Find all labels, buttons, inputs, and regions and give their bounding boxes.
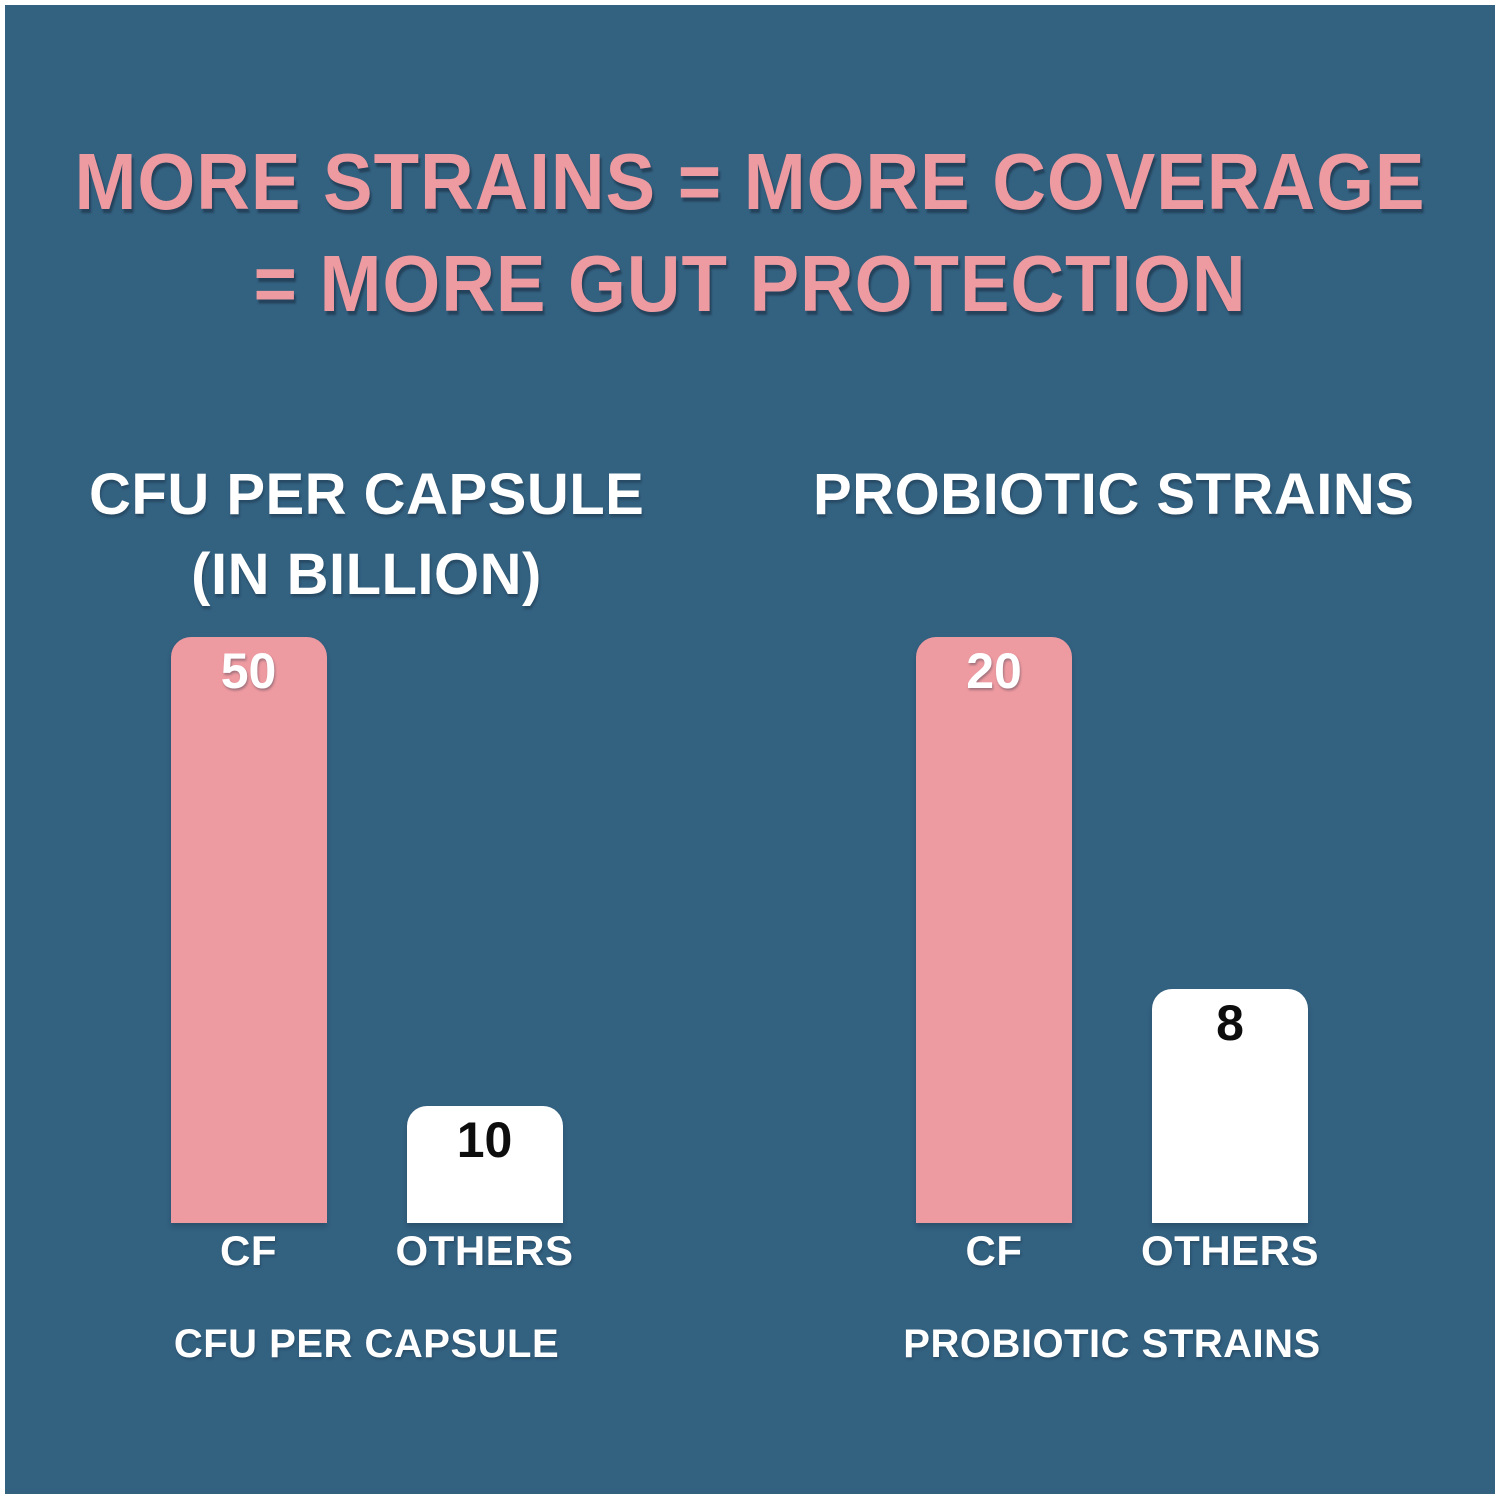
bar-strains-cf: 20 [916,637,1072,1223]
bar-value-strains-others: 8 [1216,995,1244,1051]
bar-column-cfu-cf: 50 CF [170,637,327,1274]
bar-group-strains: 20 CF 8 OTHERS [813,637,1411,1274]
chart-caption-strains: PROBIOTIC STRAINS [903,1322,1321,1366]
chart-title-strains: PROBIOTIC STRAINS [813,455,1415,535]
bar-label-cfu-cf: CF [220,1227,277,1274]
bar-column-strains-cf: 20 CF [916,637,1072,1274]
headline: MORE STRAINS = MORE COVERAGE = MORE GUT … [53,131,1448,335]
bar-value-strains-cf: 20 [966,643,1022,699]
bar-label-strains-cf: CF [965,1227,1023,1274]
chart-title-cfu-line-2: (IN BILLION) [191,542,542,607]
bar-value-cfu-cf: 50 [220,643,277,699]
bar-value-cfu-others: 10 [456,1112,513,1168]
bar-cfu-others: 10 [406,1106,563,1223]
bar-label-strains-others: OTHERS [1140,1227,1320,1274]
bar-cfu-cf: 50 [170,637,327,1223]
bar-strains-others: 8 [1152,989,1308,1223]
bar-column-cfu-others: 10 OTHERS [395,637,573,1274]
chart-caption-cfu: CFU PER CAPSULE [173,1322,560,1366]
chart-title-cfu: CFU PER CAPSULE (IN BILLION) [89,455,644,615]
chart-title-strains-line-1: PROBIOTIC STRAINS [813,462,1415,527]
bar-label-cfu-others: OTHERS [395,1227,574,1274]
headline-line-2: = MORE GUT PROTECTION [253,239,1247,328]
bar-column-strains-others: 8 OTHERS [1141,637,1319,1274]
chart-title-cfu-line-1: CFU PER CAPSULE [89,462,645,527]
bar-group-cfu: 50 CF 10 OTHERS [89,637,644,1274]
headline-line-1: MORE STRAINS = MORE COVERAGE [74,137,1426,226]
